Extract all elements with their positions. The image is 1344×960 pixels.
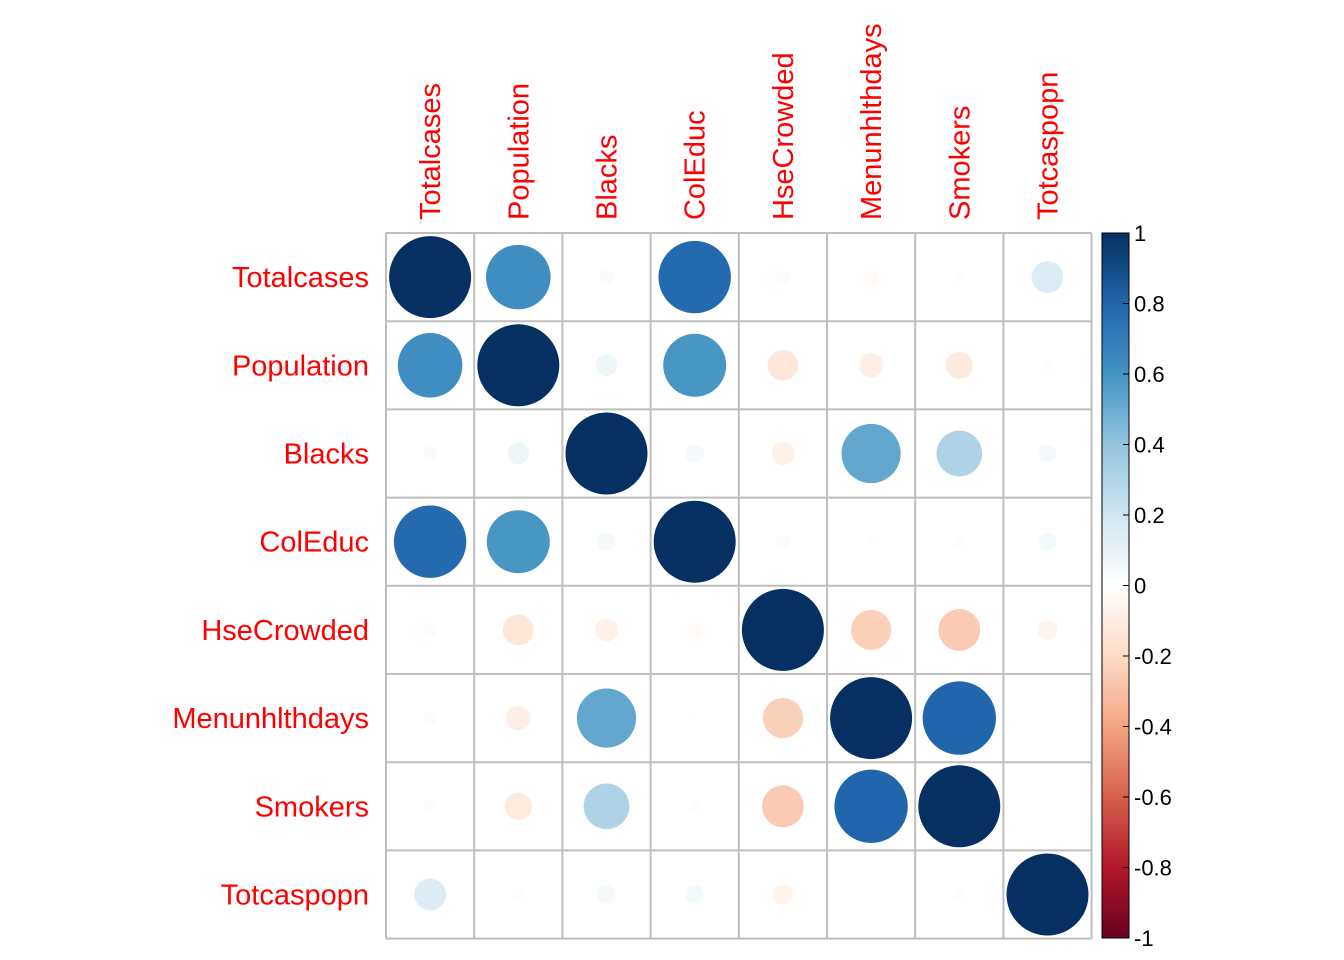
row-labels: Totalcases Population Blacks ColEduc HseCrow… [172,262,369,911]
corr-circle-Smokers-Blacks [583,783,630,830]
corr-circle-Totalcases-Population [486,244,551,310]
corr-circle-Smokers-Smokers [918,765,1001,848]
corr-circle-Totalcases-Totcaspopn [1031,261,1064,293]
corr-circle-ColEduc-ColEduc [653,500,736,583]
corr-circle-Menunhlthdays-Totcaspopn [1046,717,1049,719]
corr-circle-Menunhlthdays-Menunhlthdays [830,677,913,760]
colorbar-tick-label: 0.8 [1134,292,1165,317]
corr-circle-Population-ColEduc [663,333,727,397]
row-label: Totalcases [232,262,369,294]
corr-circle-ColEduc-Population [486,510,550,574]
row-label: ColEduc [259,527,369,559]
corr-circle-Blacks-HseCrowded [771,441,795,466]
corr-circle-HseCrowded-HseCrowded [741,588,824,671]
corr-circle-Totcaspopn-Totalcases [414,878,446,911]
column-labels: Totalcases Population Blacks ColEduc HseCrow… [415,23,1064,220]
colorbar-tick-label: -1 [1134,926,1154,951]
corr-circle-HseCrowded-ColEduc [687,622,702,638]
corr-circle-Menunhlthdays-ColEduc [690,714,699,723]
colorbar-tick-label: -0.4 [1134,715,1172,740]
corr-circle-Population-Menunhlthdays [858,353,884,378]
corr-circle-Blacks-Blacks [565,412,648,495]
colorbar-legend: 1 0.8 0.6 0.4 0.2 0 -0.2 -0.4 -0.6 -0.8 -1 [1101,221,1172,951]
row-label: Totcaspopn [221,880,369,912]
corr-circle-HseCrowded-Smokers [938,608,981,651]
corr-circle-ColEduc-Totalcases [393,505,467,578]
corr-circle-Population-Population [477,324,560,407]
column-label: Population [503,83,535,220]
corr-circle-Menunhlthdays-Blacks [576,688,637,748]
corr-circle-Menunhlthdays-HseCrowded [762,698,803,739]
corr-circle-ColEduc-HseCrowded [775,534,791,549]
corr-circle-Population-Totalcases [397,333,463,398]
corr-circle-Blacks-Menunhlthdays [841,423,901,484]
colorbar-tick-label: -0.2 [1134,644,1172,669]
column-label: HseCrowded [768,52,800,220]
colorbar-tick-label: 0.2 [1134,503,1165,528]
corr-circle-Blacks-Smokers [936,430,983,477]
corr-circle-Menunhlthdays-Smokers [922,681,996,755]
row-label: Blacks [284,439,369,471]
corr-circle-Smokers-ColEduc [688,800,701,813]
corr-circle-Totalcases-ColEduc [658,240,731,314]
corr-circle-Totcaspopn-HseCrowded [772,884,793,905]
corr-circle-HseCrowded-Totcaspopn [1037,619,1058,640]
colorbar-tick-label: 0.4 [1134,433,1165,458]
corr-circle-Smokers-Population [504,792,532,820]
column-label: Menunhlthdays [856,23,888,220]
corr-circle-Smokers-Menunhlthdays [834,769,908,843]
corr-circle-Blacks-ColEduc [685,444,704,463]
corr-circle-Population-Blacks [595,354,618,377]
cell-grid [385,232,1093,940]
corr-circle-HseCrowded-Blacks [594,618,619,642]
corr-circle-HseCrowded-Menunhlthdays [851,609,892,650]
corr-circle-Smokers-HseCrowded [761,785,804,828]
column-label: Totalcases [415,83,447,220]
corr-circle-ColEduc-Blacks [597,532,616,551]
colorbar-tick-label: 1 [1134,221,1146,246]
corr-circle-Totcaspopn-Totcaspopn [1006,853,1089,936]
corr-circle-Totcaspopn-Menunhlthdays [870,893,872,896]
corr-circle-Totcaspopn-Blacks [597,885,616,904]
corr-circle-Blacks-Population [507,442,530,465]
correlation-circles [389,236,1089,936]
corr-circle-Menunhlthdays-Totalcases [422,710,438,726]
colorbar-tick-label: 0 [1134,574,1146,599]
colorbar-tick-label: -0.8 [1134,856,1172,881]
corr-circle-Blacks-Totcaspopn [1038,444,1057,463]
corr-circle-Population-Smokers [945,351,973,379]
corr-circle-Population-HseCrowded [767,349,799,381]
column-label: Smokers [944,106,976,220]
corr-circle-HseCrowded-Population [502,614,534,646]
corr-circle-Blacks-Totalcases [422,446,438,461]
corr-circle-Totalcases-Totalcases [389,236,472,319]
corr-circle-Smokers-Totcaspopn [1043,802,1052,811]
corr-circle-Totalcases-HseCrowded [775,269,791,285]
row-label: Smokers [255,791,369,823]
corr-circle-Totcaspopn-Population [512,888,525,901]
corr-circle-ColEduc-Totcaspopn [1038,532,1057,551]
column-label: Totcaspopn [1033,72,1065,220]
column-label: ColEduc [680,110,712,220]
corr-circle-Totalcases-Blacks [599,269,614,285]
row-label: HseCrowded [201,615,369,647]
corr-circle-Menunhlthdays-Population [506,705,531,731]
corr-circle-HseCrowded-Totalcases [422,622,438,638]
corr-circle-Totalcases-Menunhlthdays [863,269,879,285]
corr-circle-Totcaspopn-ColEduc [685,885,704,904]
corr-circle-ColEduc-Smokers [953,535,966,548]
row-label: Population [232,350,369,382]
corr-circle-Totalcases-Smokers [953,271,966,283]
corr-circle-Totcaspopn-Smokers [953,888,966,901]
row-label: Menunhlthdays [172,703,369,735]
corr-circle-Population-Totcaspopn [1041,359,1054,372]
corr-circle-ColEduc-Menunhlthdays [867,537,876,546]
corr-circle-Smokers-Totalcases [424,800,436,813]
colorbar-tick-label: 0.6 [1134,362,1165,387]
column-label: Blacks [592,135,624,220]
colorbar-tick-label: -0.6 [1134,785,1172,810]
